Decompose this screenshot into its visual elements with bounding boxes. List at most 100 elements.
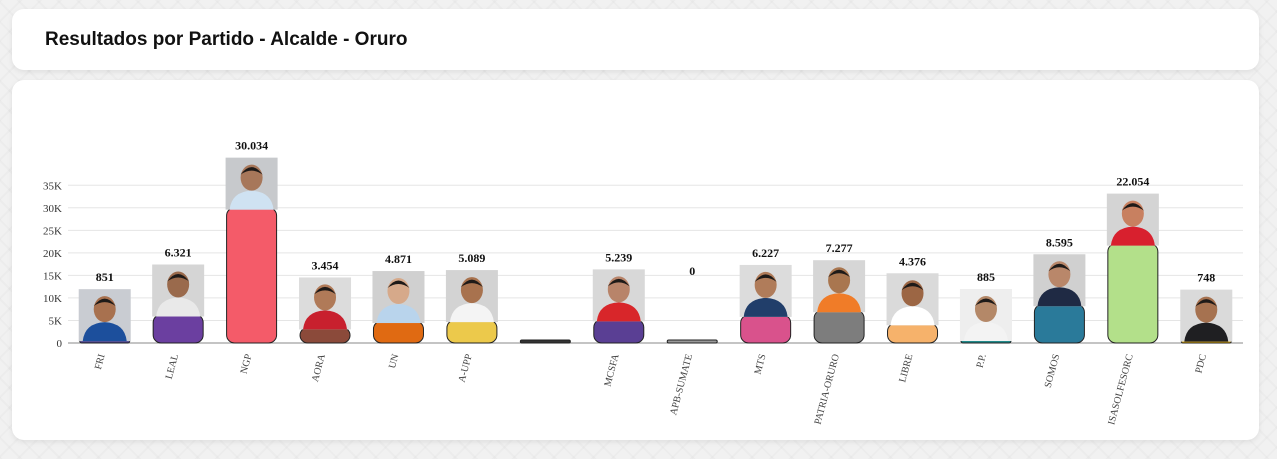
photo-hair (167, 274, 190, 282)
candidate-photo (152, 264, 205, 317)
candidate-photo (592, 269, 645, 322)
bar-isasolfesorc[interactable] (1107, 243, 1159, 344)
bar-mcsfa[interactable] (593, 318, 645, 344)
bar-libre[interactable] (887, 322, 939, 344)
photo-body (1184, 322, 1229, 342)
x-tick-label: FRI (93, 353, 108, 371)
photo-body (1037, 287, 1082, 307)
photo-hair (240, 167, 263, 175)
photo-hair (828, 269, 851, 278)
candidate-photo (225, 157, 278, 210)
x-tick-label: PDC (1194, 353, 1210, 375)
candidate-photo (1033, 254, 1086, 307)
x-tick-label: LIBRE (897, 353, 915, 384)
value-label: 4.871 (385, 252, 412, 266)
chart-card: 0 5K 10K 15K 20K 25K 30K 35K 851 6.321 30.034 3.45… (12, 80, 1259, 440)
photo-hair (1048, 263, 1071, 272)
y-tick-label: 25K (43, 225, 62, 237)
bar-patria-oruro[interactable] (813, 309, 865, 344)
x-tick-label: A-UPP (457, 353, 475, 384)
value-label: 8.595 (1046, 235, 1073, 249)
header-card: Resultados por Partido - Alcalde - Oruro (12, 9, 1259, 70)
bar-somos[interactable] (1033, 303, 1085, 344)
candidate-photo (959, 289, 1012, 342)
photo-hair (754, 274, 777, 282)
photo-body (376, 304, 421, 324)
candidate-photo (1106, 193, 1159, 246)
x-tick-label: NGP (239, 353, 255, 376)
photo-hair (460, 279, 483, 288)
candidate-photo (1180, 289, 1233, 342)
bar-chart: 0 5K 10K 15K 20K 25K 30K 35K 851 6.321 30.034 3.45… (43, 139, 1243, 426)
x-tick-label: MCSFA (602, 352, 621, 388)
x-tick-label: P.P. (975, 353, 989, 369)
photo-body (890, 306, 935, 326)
y-tick-label: 10K (43, 293, 62, 305)
candidate-photo (78, 289, 131, 342)
candidate-photo (886, 273, 939, 326)
bar-aora[interactable] (299, 326, 351, 344)
value-label: 748 (1197, 271, 1215, 285)
photo-body (82, 322, 127, 342)
x-tick-label: AORA (310, 352, 328, 383)
value-label: 3.454 (312, 258, 339, 272)
photo-hair (387, 280, 410, 289)
bar-ngp[interactable] (226, 207, 278, 344)
candidate-photo (445, 270, 498, 323)
value-label: 6.227 (752, 246, 779, 260)
photo-hair (1121, 203, 1144, 211)
x-tick-label: LEAL (164, 353, 181, 381)
bar-a-upp[interactable] (446, 319, 498, 344)
value-label: 0 (689, 264, 695, 278)
photo-body (596, 302, 641, 322)
value-label: 5.089 (458, 251, 485, 265)
photo-hair (93, 298, 116, 307)
y-tick-label: 5K (49, 315, 63, 327)
photo-body (963, 322, 1008, 342)
candidate-photo (372, 271, 425, 324)
photo-hair (607, 278, 630, 287)
bar-apb-sumate[interactable] (666, 339, 718, 344)
y-axis: 0 5K 10K 15K 20K 25K 30K 35K (43, 180, 62, 350)
photo-hair (974, 298, 997, 307)
bar-blank[interactable] (519, 339, 571, 344)
value-label: 4.376 (899, 254, 926, 268)
y-tick-label: 30K (43, 203, 62, 215)
y-tick-label: 0 (57, 338, 63, 350)
x-tick-label: PATRIA-ORURO (813, 353, 842, 426)
value-label: 30.034 (235, 139, 268, 153)
photo-hair (314, 286, 337, 295)
photo-body (1110, 226, 1155, 246)
value-label: 5.239 (605, 250, 632, 264)
x-tick-label: MTS (753, 353, 769, 376)
value-label: 22.054 (1116, 175, 1149, 189)
photo-body (449, 303, 494, 323)
x-tick-label: ISASOLFESORC (1106, 353, 1136, 426)
value-label: 851 (96, 270, 114, 284)
bar-un[interactable] (372, 320, 424, 344)
x-tick-label: UN (387, 353, 401, 370)
bar-leal[interactable] (152, 314, 204, 344)
value-label: 7.277 (826, 241, 853, 255)
x-tick-label: APB-SUMATE (668, 353, 695, 417)
y-tick-label: 35K (43, 180, 62, 192)
candidate-photo (739, 264, 792, 317)
photo-body (743, 297, 788, 317)
page-title: Resultados por Partido - Alcalde - Oruro (45, 29, 408, 50)
candidate-photos-layer (78, 157, 1233, 342)
y-tick-label: 20K (43, 248, 62, 260)
candidate-photo (299, 277, 352, 330)
photo-body (303, 310, 348, 330)
x-axis: FRI LEAL NGP AORA UN A-UPP MCSFA APB-SUMATE MTS P… (93, 352, 1209, 426)
x-tick-label: SOMOS (1043, 353, 1063, 389)
photo-hair (901, 282, 924, 291)
bars-layer (79, 207, 1232, 344)
y-tick-label: 15K (43, 270, 62, 282)
photo-hair (1195, 299, 1218, 307)
bar-mts[interactable] (740, 314, 792, 344)
candidate-photo (813, 260, 866, 313)
photo-body (229, 190, 274, 210)
photo-body (156, 297, 201, 317)
value-labels-layer: 851 6.321 30.034 3.454 4.871 5.089 5.239 0 6.227… (96, 139, 1216, 285)
photo-body (817, 293, 862, 313)
